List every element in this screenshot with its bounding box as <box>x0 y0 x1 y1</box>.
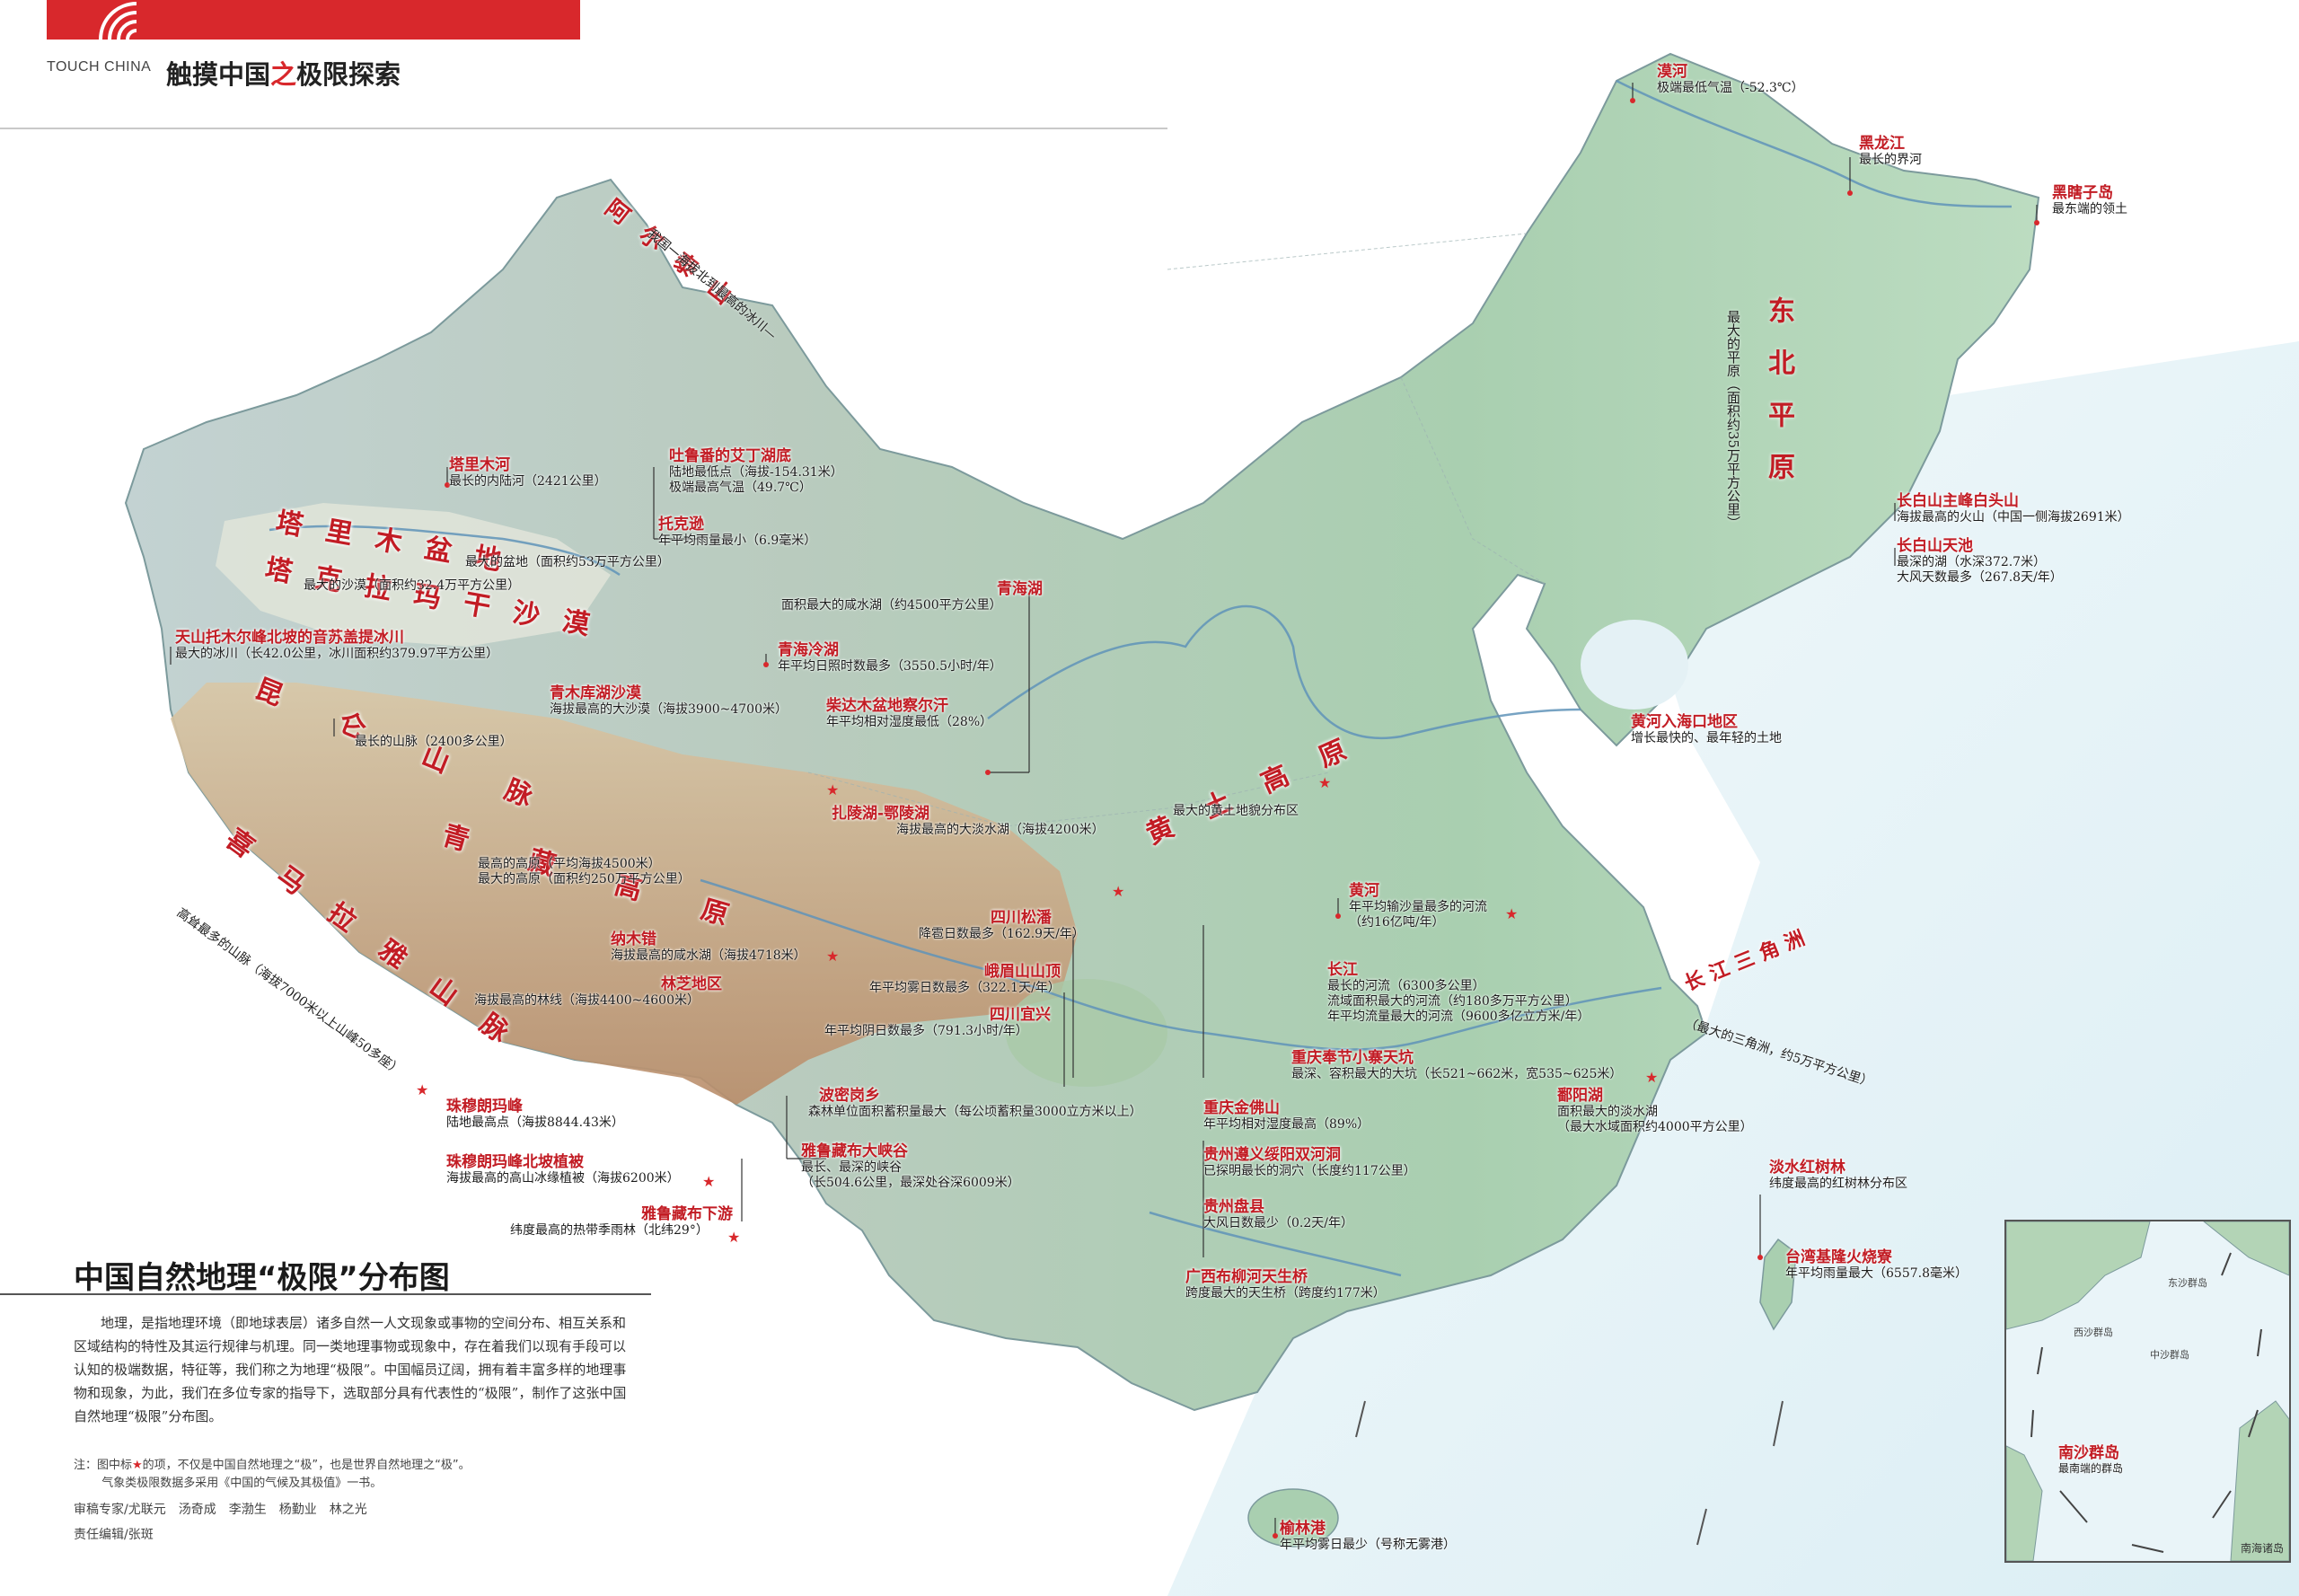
label-songpan: 四川松潘 降雹日数最多（162.9天/年） <box>919 909 1085 942</box>
label-tianchi-lake: 长白山天池 最深的湖（水深372.7米） 大风天数最多（267.8天/年） <box>1897 537 2063 586</box>
star-marker: ★ <box>1505 905 1519 922</box>
label-poyang-lake: 鄱阳湖 面积最大的淡水湖 （最大水域面积约4000平方公里） <box>1557 1087 1753 1135</box>
label-yarlung-canyon: 雅鲁藏布大峡谷 最长、最深的峡谷 （长504.6公里，最深处谷深6009米） <box>801 1142 1020 1191</box>
label-toksun: 托克逊 年平均雨量最小（6.9毫米） <box>658 516 817 549</box>
label-keelung-huoshaoliao: 台湾基隆火烧寮 年平均雨量最大（6557.8毫米） <box>1785 1248 1968 1282</box>
northeast-plain-label: 东北平原 <box>1763 296 1794 505</box>
label-tarim-river: 塔里木河 最长的内陆河（2421公里） <box>449 456 607 489</box>
tarim-river <box>269 525 621 577</box>
label-mohe: 漠河 极端最低气温（-52.3℃） <box>1657 63 1804 96</box>
label-yulin-port: 榆林港 年平均雾日最少（号称无雾港） <box>1280 1520 1456 1553</box>
inset-spratly: 南沙群岛 最南端的群岛 <box>2058 1444 2124 1476</box>
star-marker: ★ <box>826 781 840 798</box>
fingerprint-logo-icon <box>99 2 137 40</box>
star-marker: ★ <box>416 1081 429 1098</box>
label-inylchek-glacier: 天山托木尔峰北坡的音苏盖提冰川 最大的冰川（长42.0公里，冰川面积约379.97… <box>175 629 499 662</box>
label-sichuan-yibin: 四川宜兴 年平均阴日数最多（791.3小时/年） <box>824 1006 1051 1039</box>
label-xiaozhai-tiankeng: 重庆奉节小寨天坑 最深、容积最大的大坑（长521~662米，宽535~625米） <box>1291 1049 1623 1082</box>
label-qinghai-lenghu: 青海冷湖 年平均日照时数最多（3550.5小时/年） <box>778 641 1002 675</box>
tibetan-plateau <box>171 683 1078 1105</box>
heilongjiang-river <box>1616 79 2013 208</box>
star-marker: ★ <box>702 1173 716 1190</box>
label-gyaring-ngoring-lakes: 扎陵湖-鄂陵湖 海拔最高的大淡水湖（海拔4200米） <box>832 805 1105 838</box>
header-red-bar <box>47 0 580 40</box>
label-qomolangma-north-vegetation: 珠穆朗玛峰北坡植被 海拔最高的高山冰缘植被（海拔6200米） <box>446 1153 680 1186</box>
label-emei-summit: 峨眉山山顶 年平均雾日数最多（322.1天/年） <box>869 963 1061 996</box>
label-qomolangma: 珠穆朗玛峰 陆地最高点（海拔8844.43米） <box>446 1098 624 1131</box>
credits-editor: 责任编辑/张斑 <box>74 1528 154 1542</box>
inset-caption: 南海诸岛 <box>2240 1542 2284 1555</box>
credits-reviewers: 审稿专家/尤联元 汤奇成 李渤生 杨勤业 林之光 <box>74 1503 367 1517</box>
header-english-title: TOUCH CHINA <box>47 59 152 75</box>
map-title: 中国自然地理“极限”分布图 <box>74 1260 450 1296</box>
inset-map <box>2006 1221 2289 1561</box>
label-yellow-river-mouth: 黄河入海口地区 增长最快的、最年轻的土地 <box>1631 713 1782 746</box>
hainan-island <box>1247 1488 1339 1548</box>
inset-xisha: 西沙群岛 <box>2074 1327 2113 1338</box>
label-yellow-river: 黄河 年平均输沙量最多的河流 （约16亿吨/年） <box>1349 882 1487 930</box>
yellow-river <box>987 604 1581 740</box>
label-baitou-mountain: 长白山主峰白头山 海拔最高的火山（中国一侧海拔2691米） <box>1897 492 2130 525</box>
south-china-sea-inset: 东沙群岛 西沙群岛 中沙群岛 南沙群岛 最南端的群岛 南海诸岛 <box>2004 1220 2291 1563</box>
star-marker: ★ <box>1112 883 1125 900</box>
northeast-plain-desc: 最大的平原（面积约35万平方公里） <box>1725 310 1741 530</box>
label-nyingchi: 林芝地区 海拔最高的林线（海拔4400~4600米） <box>474 975 722 1009</box>
star-marker: ★ <box>826 948 840 965</box>
label-longest-mountain: 最长的山脉（2400多公里） <box>355 735 513 749</box>
tarim-basin <box>216 503 611 647</box>
intro-paragraph: 地理，是指地理环境（即地球表层）诸多自然一人文现象或事物的空间分布、相互关系和区… <box>74 1315 627 1424</box>
header-divider <box>0 128 1167 129</box>
label-aydingkol-lake: 吐鲁番的艾丁湖底 陆地最低点（海拔-154.31米） 极端最高气温（49.7℃） <box>669 447 843 496</box>
china-land <box>124 52 2040 1412</box>
bohai-sea <box>1581 620 1688 710</box>
label-heixiazi-island: 黑瞎子岛 最东端的领土 <box>2052 184 2127 217</box>
label-qinghai-lake: 青海湖 面积最大的咸水湖（约4500平方公里） <box>781 580 1043 613</box>
star-marker: ★ <box>1645 1069 1659 1086</box>
header-chinese-title: 触摸中国之极限探索 <box>166 59 401 90</box>
label-bomi-gangxiang: 波密岗乡 森林单位面积蓄积量最大（每公顷蓄积量3000立方米以上） <box>808 1087 1142 1120</box>
pearl-river <box>1149 1211 1402 1277</box>
label-kumkol-desert: 青木库湖沙漠 海拔最高的大沙漠（海拔3900~4700米） <box>550 684 788 718</box>
label-shuanghe-cave: 贵州遵义绥阳双河洞 已探明最长的洞穴（长度约117公里） <box>1203 1146 1416 1179</box>
label-highest-plateau: 最高的高原（平均海拔4500米） 最大的高原（面积约250万平方公里） <box>478 857 691 886</box>
taiwan-island <box>1759 1238 1797 1331</box>
label-danshui-mangrove: 淡水红树林 纬度最高的红树林分布区 <box>1769 1159 1907 1192</box>
inset-zhongsha: 中沙群岛 <box>2150 1349 2189 1361</box>
label-qarhan-salt-lake: 柴达木盆地察尔汗 年平均相对湿度最低（28%） <box>826 697 993 730</box>
star-marker: ★ <box>1318 774 1332 791</box>
title-underline <box>0 1293 651 1295</box>
label-panxian: 贵州盘县 大风日数最少（0.2天/年） <box>1203 1198 1353 1231</box>
label-loess-landform: 最大的黄土地貌分布区 <box>1173 804 1299 818</box>
label-largest-desert: 最大的沙漠（面积约32.4万平方公里） <box>304 578 521 593</box>
label-yarlung-lower: 雅鲁藏布下游 纬度最高的热带季雨林（北纬29°） <box>510 1205 733 1239</box>
sichuan-basin <box>1006 979 1167 1087</box>
label-largest-basin: 最大的盆地（面积约53万平方公里） <box>465 555 670 569</box>
label-yangtze-river: 长江 最长的河流（6300多公里） 流域面积最大的河流（约180多万平方公里） 年平均… <box>1327 961 1590 1024</box>
inset-dongsha: 东沙群岛 <box>2168 1277 2207 1289</box>
label-namtso: 纳木错 海拔最高的咸水湖（海拔4718米） <box>611 930 806 964</box>
label-buliu-natural-bridge: 广西布柳河天生桥 跨度最大的天生桥（跨度约177米） <box>1185 1268 1386 1301</box>
label-heilongjiang: 黑龙江 最长的界河 <box>1859 135 1922 168</box>
star-note: 注：图中标★的项，不仅是中国自然地理之“极”，也是世界自然地理之“极”。 气象类… <box>74 1459 471 1490</box>
star-marker: ★ <box>727 1229 741 1246</box>
label-jinfo-mountain: 重庆金佛山 年平均相对湿度最高（89%） <box>1203 1099 1370 1133</box>
